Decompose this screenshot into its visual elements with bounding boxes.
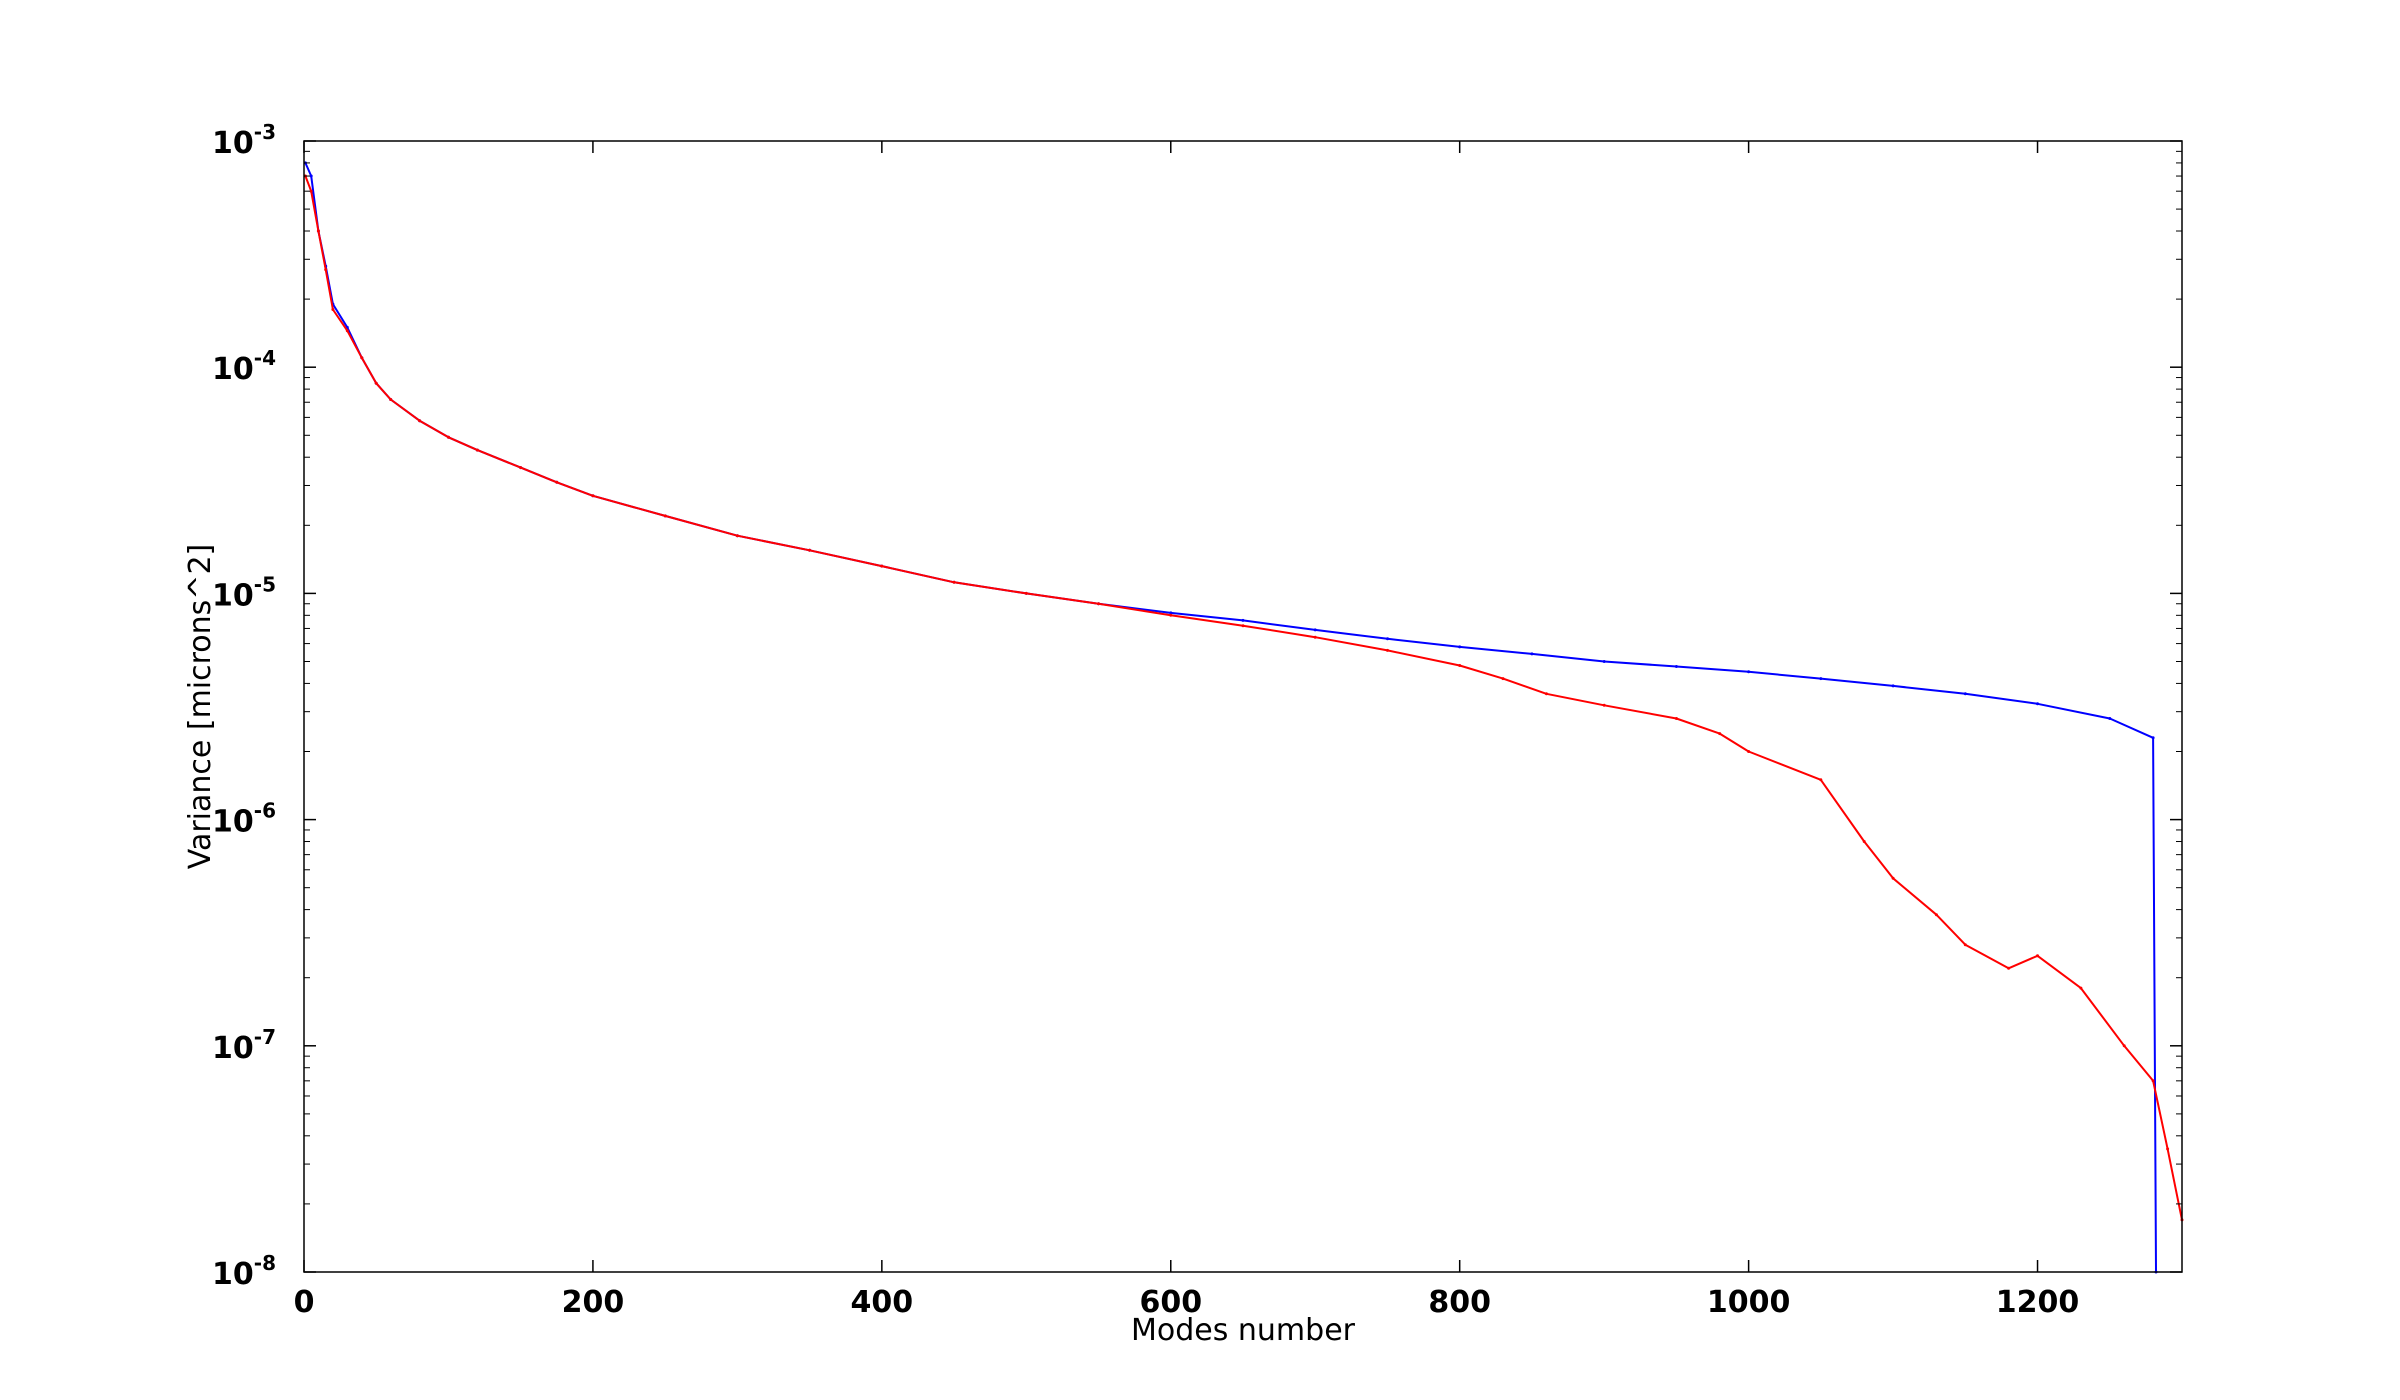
data-point	[316, 229, 320, 233]
x-tick-label: 600	[1139, 1285, 1202, 1320]
y-tick-label-base: 10	[212, 1257, 254, 1292]
data-point	[808, 548, 812, 552]
data-point	[1891, 876, 1895, 880]
x-tick-label: 400	[851, 1285, 914, 1320]
data-point	[1674, 665, 1678, 668]
data-point	[1313, 635, 1317, 639]
data-point	[2151, 1079, 2155, 1083]
y-tick-label: 10-3	[212, 120, 276, 161]
y-tick-label: 10-8	[212, 1251, 276, 1292]
data-point	[389, 398, 393, 401]
data-point	[1934, 913, 1938, 917]
data-point	[1313, 628, 1317, 632]
y-tick-label-exponent: -3	[254, 120, 276, 144]
data-point	[2108, 717, 2112, 720]
data-point	[1862, 840, 1866, 843]
data-point	[360, 356, 364, 360]
data-point	[475, 448, 479, 452]
data-point	[345, 329, 349, 333]
y-tick-label: 10-5	[212, 572, 276, 613]
data-point	[735, 534, 739, 538]
data-point	[1963, 692, 1967, 696]
y-tick-label-base: 10	[212, 578, 254, 613]
data-point	[374, 381, 378, 385]
data-point	[324, 268, 328, 272]
data-point	[1718, 732, 1722, 736]
data-point	[418, 419, 422, 423]
data-point	[1674, 717, 1678, 720]
data-point	[1963, 943, 1967, 947]
data-point	[1169, 611, 1173, 615]
data-point	[1458, 645, 1462, 649]
data-point	[555, 480, 559, 484]
x-tick-label: 800	[1428, 1285, 1491, 1320]
x-tick-label: 200	[562, 1285, 625, 1320]
data-point	[309, 174, 313, 178]
y-tick-label-exponent: -6	[254, 799, 276, 823]
data-point	[1501, 677, 1505, 681]
data-point	[1602, 703, 1606, 707]
data-point	[2079, 986, 2083, 990]
data-point	[1602, 660, 1606, 663]
series-layer	[303, 161, 2184, 1274]
data-point	[2036, 702, 2039, 706]
data-point	[591, 494, 595, 498]
data-point	[1891, 684, 1895, 688]
y-tick-label-base: 10	[212, 126, 254, 161]
series-1	[303, 174, 2184, 1222]
x-tick-label: 1200	[1996, 1285, 2080, 1320]
x-axis-title: Modes number	[1131, 1313, 1356, 1348]
data-point	[2036, 954, 2039, 958]
data-point	[331, 308, 335, 311]
data-point	[1819, 778, 1823, 782]
y-tick-label-base: 10	[212, 352, 254, 387]
x-axis-ticks: 0 200 400 600 800 1000 1200	[294, 141, 2080, 1320]
y-axis-ticks: 10-310-410-510-610-710-8	[212, 120, 2182, 1292]
data-point	[2007, 966, 2011, 970]
y-tick-label: 10-4	[212, 346, 276, 387]
data-point	[1530, 652, 1534, 656]
data-point	[309, 189, 313, 193]
data-point	[1097, 602, 1100, 606]
data-point	[1747, 750, 1751, 753]
y-tick-label: 10-7	[212, 1025, 276, 1066]
x-tick-label: 0	[294, 1285, 315, 1320]
y-tick-label-exponent: -5	[254, 572, 276, 596]
y-tick-label-base: 10	[212, 1031, 254, 1066]
data-point	[1386, 637, 1389, 641]
data-point	[519, 466, 523, 470]
data-point	[663, 514, 667, 518]
data-point	[1747, 670, 1751, 674]
y-tick-label: 10-6	[212, 799, 276, 840]
data-point	[2122, 1044, 2126, 1048]
data-point	[1241, 624, 1245, 628]
y-axis-title: Variance [microns^2]	[183, 544, 218, 870]
data-point	[1458, 664, 1462, 667]
data-point	[1544, 692, 1548, 696]
x-tick-label: 1000	[1707, 1285, 1791, 1320]
data-point	[1386, 648, 1389, 652]
data-point	[447, 435, 450, 439]
data-point	[1241, 618, 1245, 622]
data-point	[1024, 591, 1028, 595]
data-point	[2166, 1147, 2170, 1151]
data-point	[1819, 677, 1823, 681]
y-tick-label-base: 10	[212, 805, 254, 840]
data-point	[880, 564, 884, 568]
y-tick-label-exponent: -8	[254, 1251, 276, 1275]
data-point	[1169, 613, 1173, 617]
y-tick-label-exponent: -4	[254, 346, 276, 370]
data-point	[952, 580, 956, 584]
y-tick-label-exponent: -7	[254, 1025, 276, 1049]
plot-frame	[303, 140, 2183, 1273]
data-point	[2151, 736, 2155, 740]
